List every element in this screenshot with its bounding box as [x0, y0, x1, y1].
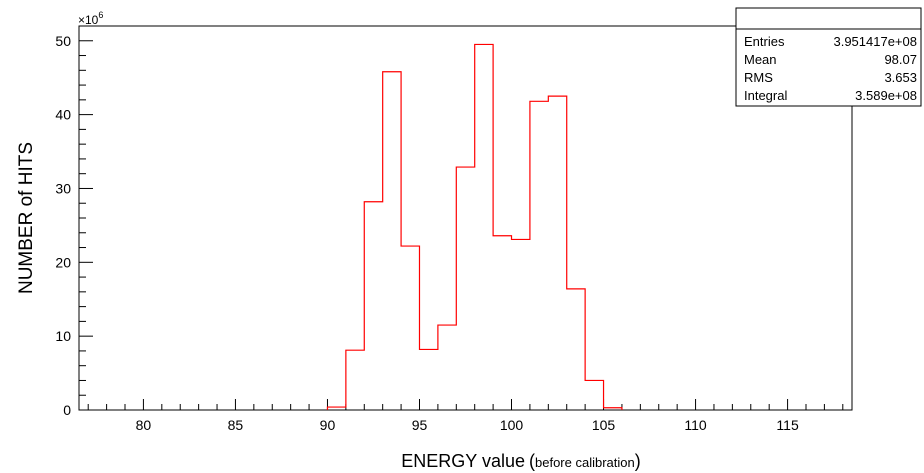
x-axis-tick-labels: 80 85 90 95 100 105 110 115	[136, 417, 799, 433]
stats-label: RMS	[744, 70, 773, 85]
x-axis-label-main: ENERGY value	[401, 451, 525, 471]
histogram-bin	[401, 246, 419, 410]
histogram-bin	[585, 380, 603, 410]
y-axis-ticks	[79, 25, 93, 411]
stats-value: 98.07	[884, 52, 917, 67]
x-axis-label: ENERGY value (before calibration)	[401, 451, 640, 471]
stats-rows: Entries 3.951417e+08 Mean 98.07 RMS 3.653 Inte…	[744, 34, 917, 103]
x-axis-label-paren-close: )	[635, 451, 641, 471]
x-axis-label-note: before calibration	[535, 455, 635, 470]
y-tick-label: 30	[55, 180, 71, 196]
y-tick-label: 0	[63, 402, 71, 418]
y-axis-tick-labels: 0 10 20 30 40 50	[55, 33, 71, 418]
x-tick-label: 90	[320, 417, 336, 433]
histogram-bin	[438, 325, 456, 410]
stats-value: 3.951417e+08	[833, 34, 917, 49]
stats-value: 3.653	[884, 70, 917, 85]
histogram-bin	[383, 72, 401, 410]
x-axis-label-paren-open: (	[529, 451, 535, 471]
x-tick-label: 80	[136, 417, 152, 433]
histogram-bin	[475, 44, 493, 410]
stats-label: Entries	[744, 34, 785, 49]
x-tick-label: 100	[500, 417, 524, 433]
stats-box-frame	[735, 7, 922, 107]
x-tick-label: 85	[228, 417, 244, 433]
histogram-bin	[530, 101, 548, 410]
y-axis-label: NUMBER of HITS	[16, 142, 37, 294]
histogram-outline	[326, 43, 623, 410]
x-tick-label: 110	[684, 417, 707, 433]
histogram-bin	[346, 350, 364, 410]
y-tick-label: 40	[55, 107, 71, 123]
y-tick-label: 20	[55, 254, 71, 270]
stats-label: Integral	[744, 88, 787, 103]
y-tick-label: 10	[55, 328, 71, 344]
y-axis-multiplier: ×106	[78, 10, 103, 27]
y-multiplier-base: ×10	[78, 13, 99, 27]
x-tick-label: 115	[776, 417, 799, 433]
x-axis-ticks	[87, 399, 844, 410]
x-tick-label: 95	[412, 417, 428, 433]
y-multiplier-exponent: 6	[98, 10, 103, 20]
stats-label: Mean	[744, 52, 777, 67]
histogram-bin	[419, 349, 437, 410]
histogram-bin	[364, 202, 382, 410]
x-tick-label: 105	[592, 417, 616, 433]
histogram-bin	[567, 289, 585, 410]
y-tick-label: 50	[55, 33, 71, 49]
stats-value: 3.589e+08	[855, 88, 917, 103]
histogram-bin	[456, 167, 474, 410]
histogram-bin	[512, 239, 530, 410]
histogram-bin	[493, 236, 511, 410]
stats-box: Entries 3.951417e+08 Mean 98.07 RMS 3.653 Inte…	[735, 7, 922, 107]
histogram-bin	[548, 96, 566, 410]
